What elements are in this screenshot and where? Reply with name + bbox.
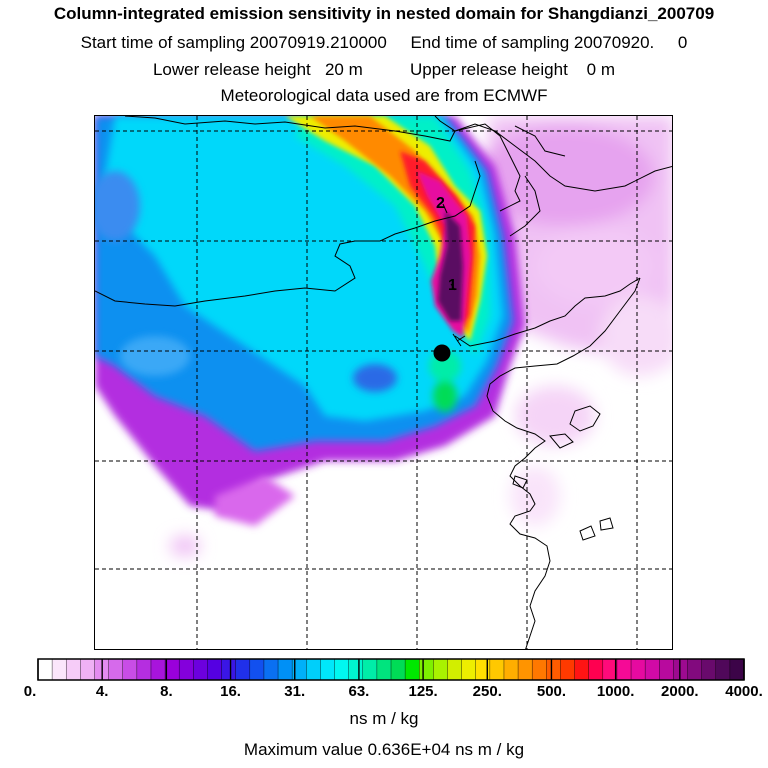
grid-lines xyxy=(95,116,672,649)
colorbar-swatch xyxy=(461,659,477,680)
trajectory-marker-1: 1 xyxy=(448,277,457,294)
colorbar-swatch xyxy=(546,659,562,680)
colorbar-tick-label: 250. xyxy=(472,683,502,700)
colorbar-swatch xyxy=(532,659,547,680)
coastlines xyxy=(95,116,672,649)
trajectory-path xyxy=(442,203,466,347)
colorbar-swatch xyxy=(179,659,194,680)
colorbar-swatch xyxy=(66,659,81,680)
colorbar-units: ns m / kg xyxy=(349,709,419,728)
colorbar-swatch xyxy=(433,659,449,680)
colorbar-swatch xyxy=(320,659,336,680)
colorbar-swatch xyxy=(52,659,67,680)
colorbar-swatch xyxy=(588,659,604,680)
colorbar-swatch xyxy=(574,659,590,680)
emission-sensitivity-map: 2 1 xyxy=(95,116,672,649)
sampling-time-line: Start time of sampling 20070919.210000 E… xyxy=(80,33,688,52)
release-height-line: Lower release height 20 m Upper release … xyxy=(152,60,616,79)
colorbar-swatch xyxy=(207,659,223,680)
colorbar-tick-label: 31. xyxy=(284,683,306,700)
colorbar-tick-label: 8. xyxy=(160,683,173,700)
colorbar-swatch xyxy=(560,659,576,680)
colorbar-swatch xyxy=(306,659,321,680)
colorbar-swatch xyxy=(376,659,392,680)
map-panel: 2 1 xyxy=(94,115,673,650)
low-sensitivity-field xyxy=(170,116,672,556)
colorbar-swatch xyxy=(108,659,124,680)
colorbar-swatch xyxy=(235,659,251,680)
colorbar-swatch xyxy=(645,659,660,680)
colorbar-swatch xyxy=(249,659,265,680)
colorbar-swatch xyxy=(503,659,519,680)
colorbar-swatch xyxy=(475,659,491,680)
colorbar-swatch xyxy=(38,659,53,680)
colorbar-swatch xyxy=(278,659,293,680)
colorbar-swatch xyxy=(518,659,533,680)
colorbar-swatch xyxy=(165,659,180,680)
colorbar-swatch xyxy=(602,659,618,680)
receptor-marker xyxy=(433,344,451,362)
colorbar-tick-label: 1000. xyxy=(596,683,635,700)
colorbar-swatch xyxy=(489,659,505,680)
colorbar-swatch xyxy=(221,659,237,680)
colorbar-swatch xyxy=(673,659,689,680)
colorbar-swatch xyxy=(136,659,152,680)
colorbar-swatch xyxy=(122,659,138,680)
colorbar-tick-label: 16. xyxy=(220,683,241,700)
colorbar-swatch xyxy=(616,659,632,680)
colorbar xyxy=(37,658,745,681)
colorbar-tick-label: 0. xyxy=(23,683,37,700)
colorbar-swatch xyxy=(263,659,279,680)
colorbar-swatch xyxy=(729,659,745,680)
colorbar-swatch xyxy=(193,659,209,680)
maximum-value-text: Maximum value 0.636E+04 ns m / kg xyxy=(243,740,525,759)
colorbar-swatch xyxy=(715,659,731,680)
colorbar-swatch xyxy=(405,659,420,680)
colorbar-tick-label: 63. xyxy=(348,683,370,700)
colorbar-swatch xyxy=(334,659,350,680)
colorbar-swatch xyxy=(150,659,166,680)
colorbar-tick-label: 125. xyxy=(408,683,438,700)
colorbar-tick-label: 2000. xyxy=(661,683,699,700)
colorbar-swatch xyxy=(659,659,674,680)
trajectory-marker-2: 2 xyxy=(436,195,445,212)
colorbar-swatch xyxy=(631,659,646,680)
colorbar-swatch xyxy=(348,659,364,680)
colorbar-swatch xyxy=(391,659,406,680)
colorbar-swatch xyxy=(362,659,378,680)
colorbar-swatch xyxy=(292,659,307,680)
colorbar-tick-label: 500. xyxy=(536,683,567,700)
colorbar-tick-label: 4000. xyxy=(725,683,763,700)
colorbar-swatch xyxy=(701,659,717,680)
colorbar-swatch xyxy=(80,659,96,680)
plume-yellow-band xyxy=(285,116,487,341)
map-title: Column-integrated emission sensitivity i… xyxy=(53,4,715,23)
colorbar-swatch xyxy=(419,659,434,680)
colorbar-border xyxy=(37,658,745,681)
colorbar-tick-label: 4. xyxy=(95,683,109,700)
colorbar-swatch xyxy=(447,659,463,680)
colorbar-swatch xyxy=(687,659,703,680)
met-data-line: Meteorological data used are from ECMWF xyxy=(220,86,548,105)
